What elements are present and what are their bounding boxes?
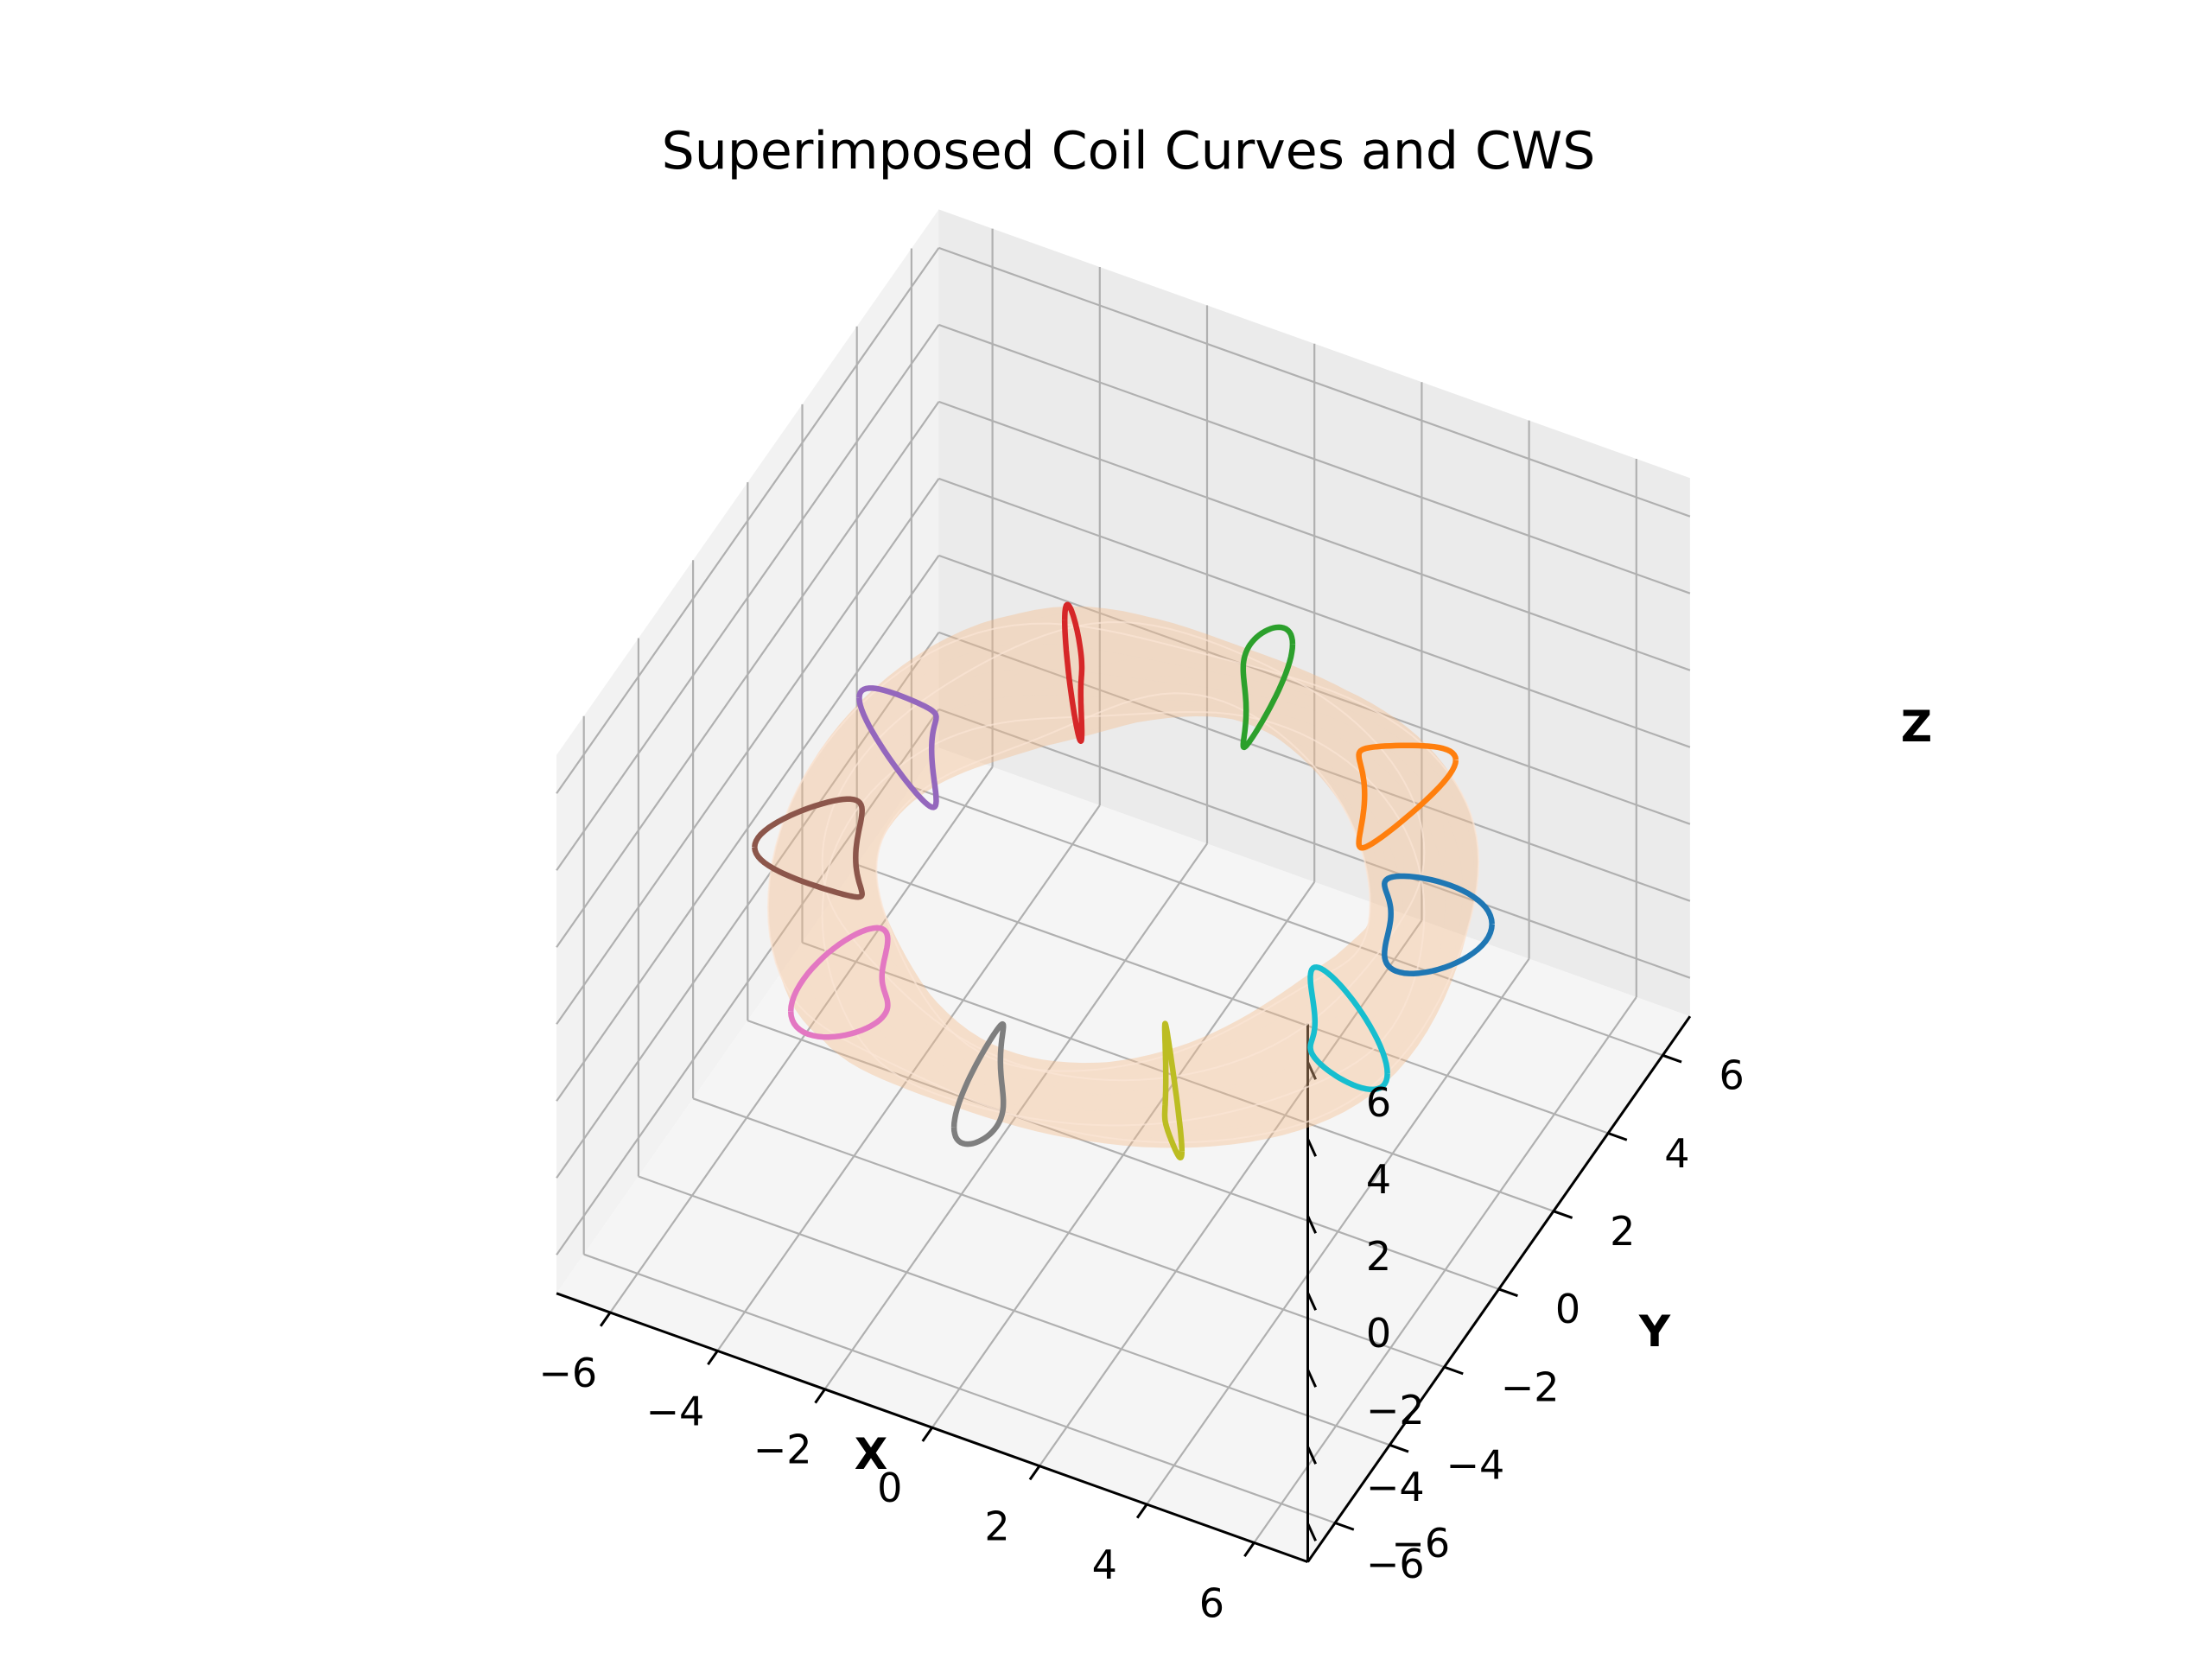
z-tick-mark bbox=[1306, 1061, 1318, 1080]
axis-panes bbox=[556, 209, 1690, 1562]
x-tick-mark bbox=[1135, 1503, 1148, 1519]
coil-curve bbox=[752, 796, 865, 900]
z-axis-label: Z bbox=[1901, 702, 1932, 752]
z-tick-mark bbox=[1306, 1522, 1318, 1541]
y-tick-mark bbox=[1389, 1443, 1409, 1453]
y-tick-label: 0 bbox=[1555, 1286, 1580, 1332]
coil-curve bbox=[1161, 1020, 1185, 1161]
grid-xwall-z bbox=[556, 247, 940, 794]
y-axis-label: Y bbox=[1638, 1306, 1671, 1357]
x-tick-mark bbox=[814, 1388, 826, 1404]
z-tick-mark bbox=[1306, 1215, 1318, 1234]
z-tick-label: 6 bbox=[1366, 1079, 1391, 1126]
x-tick-label: −2 bbox=[753, 1427, 812, 1473]
grid-floor-y bbox=[911, 785, 1663, 1057]
y-tick-label: −4 bbox=[1446, 1442, 1505, 1489]
y-tick-mark bbox=[1662, 1053, 1682, 1064]
coil-curve bbox=[787, 925, 891, 1040]
z-tick-label: −4 bbox=[1366, 1464, 1425, 1510]
grid-lines bbox=[556, 228, 1691, 1544]
z-tick-label: 0 bbox=[1366, 1310, 1391, 1357]
z-tick-mark bbox=[1306, 1446, 1318, 1465]
z-tick-label: 4 bbox=[1366, 1156, 1391, 1203]
x-axis-label: X bbox=[855, 1429, 888, 1479]
chart-title: Superimposed Coil Curves and CWS bbox=[662, 121, 1596, 181]
y-tick-mark bbox=[1607, 1132, 1628, 1141]
grid-floor-y bbox=[856, 863, 1609, 1135]
coil-curve bbox=[1382, 873, 1495, 976]
z-tick-mark bbox=[1306, 1138, 1318, 1157]
x-tick-label: 2 bbox=[984, 1503, 1009, 1550]
x-tick-mark bbox=[599, 1312, 612, 1327]
x-tick-mark bbox=[1028, 1465, 1041, 1481]
cws-highlight bbox=[821, 620, 1426, 1082]
grid-floor-y bbox=[802, 941, 1554, 1212]
coil-curve bbox=[950, 1020, 1007, 1147]
z-tick-mark bbox=[1306, 1292, 1318, 1311]
y-tick-label: −2 bbox=[1501, 1363, 1560, 1410]
y-tick-mark bbox=[1443, 1365, 1464, 1376]
y-tick-mark bbox=[1553, 1210, 1573, 1219]
coil-curve bbox=[1307, 964, 1390, 1093]
y-tick-label: −6 bbox=[1391, 1520, 1450, 1567]
coil-curve bbox=[856, 685, 939, 810]
x-tick-label: −4 bbox=[646, 1388, 705, 1434]
coil-curve bbox=[1240, 624, 1296, 751]
x-tick-mark bbox=[921, 1427, 934, 1442]
cws-highlight bbox=[821, 710, 1426, 1127]
x-tick-label: 4 bbox=[1092, 1541, 1117, 1588]
y-tick-label: 4 bbox=[1664, 1130, 1689, 1177]
grid-xwall-z bbox=[556, 324, 940, 871]
grid-ywall-z bbox=[938, 323, 1691, 594]
x-tick-mark bbox=[707, 1350, 719, 1366]
grid-xwall-z bbox=[556, 478, 940, 1025]
y-tick-label: 6 bbox=[1719, 1052, 1745, 1099]
grid-xwall-z bbox=[556, 401, 940, 948]
grid-floor-x bbox=[1146, 957, 1530, 1505]
coil-curves bbox=[752, 601, 1495, 1161]
y-tick-label: 2 bbox=[1610, 1208, 1635, 1255]
z-tick-mark bbox=[1306, 1369, 1318, 1388]
grid-floor-y bbox=[747, 1020, 1500, 1290]
z-tick-label: 2 bbox=[1366, 1233, 1391, 1280]
axis-lines bbox=[556, 1015, 1692, 1564]
grid-ywall-z bbox=[938, 400, 1691, 671]
coil-curve bbox=[1356, 742, 1459, 851]
z-tick-label: −6 bbox=[1366, 1541, 1425, 1587]
x-tick-mark bbox=[1243, 1541, 1255, 1558]
z-tick-label: −2 bbox=[1366, 1387, 1425, 1433]
y-axis-line bbox=[1306, 1015, 1692, 1563]
y-tick-mark bbox=[1334, 1522, 1355, 1531]
grid-floor-x bbox=[1253, 996, 1637, 1544]
x-tick-label: 6 bbox=[1199, 1580, 1224, 1626]
cws-surface bbox=[766, 606, 1480, 1148]
cws-highlight bbox=[875, 692, 1371, 1072]
y-tick-mark bbox=[1498, 1287, 1518, 1298]
grid-ywall-z bbox=[938, 477, 1691, 748]
x-tick-label: 0 bbox=[877, 1465, 902, 1511]
x-tick-label: −6 bbox=[538, 1350, 597, 1396]
grid-ywall-z bbox=[938, 246, 1691, 518]
coil-curve bbox=[1061, 601, 1085, 744]
